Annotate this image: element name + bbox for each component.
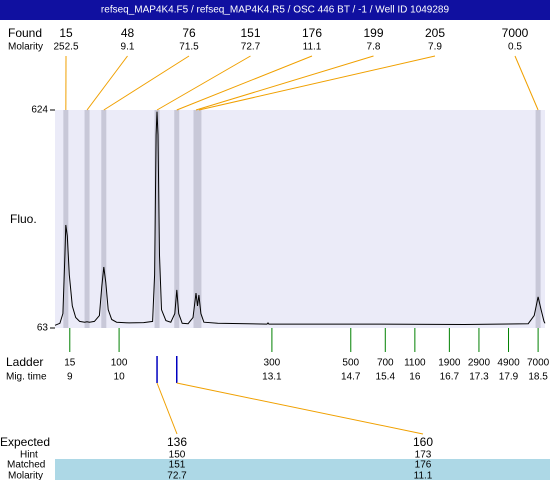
found-molarity: 11.1 [303,42,322,53]
found-connector [176,55,313,111]
expected-size: 160 [413,435,433,449]
ladder-time: 13.1 [262,372,282,383]
found-molarity: 7.9 [428,42,442,53]
title-bar [0,0,550,20]
ladder-time: 17.3 [469,372,489,383]
peak-band [193,110,199,328]
ladder-size: 700 [377,358,394,369]
found-molarity: 7.8 [367,42,381,53]
found-connector [195,55,374,111]
matched-molarity-label: Molarity [8,471,43,480]
found-size: 15 [59,26,73,40]
ladder-time: 18.5 [528,372,548,383]
peak-band [174,110,180,328]
hint-size: 173 [415,450,432,461]
found-molarity: 0.5 [508,42,522,53]
ladder-time: 17.9 [499,372,519,383]
found-size: 76 [182,26,196,40]
ladder-time: 15.4 [376,372,396,383]
ladder-time: 9 [67,372,73,383]
found-connector [514,55,539,111]
ladder-size: 1100 [404,358,426,369]
matched-size: 151 [169,460,186,471]
ladder-time: 16.7 [440,372,460,383]
found-size: 7000 [502,26,529,40]
ladder-time: 10 [114,372,126,383]
y-tick-label: 63 [37,323,49,334]
hint-label: Hint [20,450,38,461]
found-molarity: 72.7 [241,42,261,53]
found-molarity: 9.1 [121,42,135,53]
matched-size: 176 [415,460,432,471]
molarity-label: Molarity [8,42,43,53]
ladder-size: 15 [64,358,76,369]
matched-band [55,459,550,480]
hint-size: 150 [169,450,186,461]
ladder-time: 16 [409,372,421,383]
y-axis-label: Fluo. [10,212,37,226]
matched-molarity: 72.7 [167,471,187,480]
found-size: 48 [121,26,135,40]
found-molarity: 252.5 [53,42,78,53]
expected-connector [176,382,424,435]
ladder-time: 14.7 [341,372,361,383]
ladder-size: 500 [342,358,359,369]
expected-connector [156,382,178,435]
plot-area [55,110,545,328]
found-connector [198,55,436,111]
ladder-label: Ladder [6,355,43,369]
found-molarity: 71.5 [179,42,199,53]
peak-band [84,110,90,328]
found-size: 151 [240,26,260,40]
ladder-size: 100 [111,358,128,369]
ladder-size: 2900 [468,358,491,369]
found-label: Found [8,26,42,40]
expected-label: Expected [0,435,50,449]
peak-band [196,110,202,328]
peak-band [101,110,107,328]
peak-band [154,110,160,328]
peak-band [63,110,69,328]
found-connector [86,55,128,111]
y-tick-label: 624 [31,105,48,116]
ladder-size: 4900 [497,358,520,369]
found-connector [156,55,251,111]
found-connector [103,55,190,111]
expected-size: 136 [167,435,187,449]
found-size: 199 [363,26,383,40]
peak-band [535,110,541,328]
trace [54,111,546,326]
ladder-size: 300 [264,358,281,369]
migtime-label: Mig. time [6,372,47,383]
ladder-size: 1900 [438,358,461,369]
matched-label: Matched [7,460,45,471]
ladder-size: 7000 [527,358,550,369]
chart-title: refseq_MAP4K4.F5 / refseq_MAP4K4.R5 / OS… [101,5,450,16]
found-size: 205 [425,26,445,40]
matched-molarity: 11.1 [414,471,433,480]
found-size: 176 [302,26,322,40]
